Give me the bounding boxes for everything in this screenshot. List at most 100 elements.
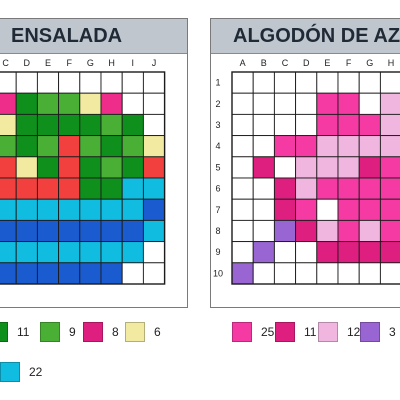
ensalada-cell[interactable]	[142, 241, 166, 264]
ensalada-cell[interactable]	[58, 71, 81, 94]
algodon-cell[interactable]	[231, 113, 254, 137]
ensalada-cell[interactable]	[58, 177, 81, 200]
algodon-cell[interactable]	[337, 135, 360, 158]
ensalada-cell[interactable]	[100, 177, 123, 200]
algodon-cell[interactable]	[273, 92, 297, 115]
ensalada-cell[interactable]	[100, 113, 123, 137]
algodon-cell[interactable]	[316, 156, 339, 179]
ensalada-cell[interactable]	[121, 177, 144, 200]
algodon-cell[interactable]	[273, 71, 297, 94]
ensalada-cell[interactable]	[0, 92, 17, 115]
ensalada-cell[interactable]	[100, 71, 123, 94]
ensalada-cell[interactable]	[79, 177, 102, 200]
algodon-cell[interactable]	[379, 113, 400, 137]
ensalada-cell[interactable]	[121, 198, 144, 221]
ensalada-cell[interactable]	[142, 92, 166, 115]
ensalada-cell[interactable]	[58, 198, 81, 221]
ensalada-cell[interactable]	[15, 198, 38, 221]
algodon-cell[interactable]	[337, 113, 360, 137]
ensalada-cell[interactable]	[121, 156, 144, 179]
ensalada-cell[interactable]	[142, 156, 166, 179]
algodon-cell[interactable]	[252, 135, 275, 158]
ensalada-cell[interactable]	[36, 198, 60, 221]
ensalada-cell[interactable]	[121, 71, 144, 94]
ensalada-cell[interactable]	[121, 219, 144, 243]
algodon-cell[interactable]	[231, 135, 254, 158]
ensalada-cell[interactable]	[58, 241, 81, 264]
ensalada-cell[interactable]	[15, 177, 38, 200]
algodon-cell[interactable]	[337, 241, 360, 264]
algodon-cell[interactable]	[316, 262, 339, 285]
ensalada-cell[interactable]	[58, 156, 81, 179]
ensalada-cell[interactable]	[15, 156, 38, 179]
algodon-cell[interactable]	[358, 241, 381, 264]
ensalada-cell[interactable]	[58, 135, 81, 158]
algodon-cell[interactable]	[316, 219, 339, 243]
algodon-cell[interactable]	[231, 71, 254, 94]
algodon-cell[interactable]	[316, 198, 339, 221]
algodon-cell[interactable]	[231, 156, 254, 179]
algodon-cell[interactable]	[231, 219, 254, 243]
algodon-cell[interactable]	[358, 92, 381, 115]
algodon-cell[interactable]	[379, 219, 400, 243]
algodon-cell[interactable]	[252, 219, 275, 243]
ensalada-cell[interactable]	[121, 262, 144, 285]
ensalada-cell[interactable]	[36, 71, 60, 94]
algodon-cell[interactable]	[273, 241, 297, 264]
algodon-cell[interactable]	[295, 262, 318, 285]
ensalada-cell[interactable]	[100, 135, 123, 158]
ensalada-cell[interactable]	[100, 92, 123, 115]
algodon-cell[interactable]	[379, 71, 400, 94]
algodon-cell[interactable]	[379, 177, 400, 200]
algodon-cell[interactable]	[316, 113, 339, 137]
ensalada-cell[interactable]	[0, 135, 17, 158]
algodon-cell[interactable]	[273, 135, 297, 158]
algodon-cell[interactable]	[231, 241, 254, 264]
algodon-cell[interactable]	[358, 156, 381, 179]
ensalada-cell[interactable]	[15, 92, 38, 115]
algodon-cell[interactable]	[316, 135, 339, 158]
ensalada-cell[interactable]	[15, 71, 38, 94]
algodon-cell[interactable]	[295, 113, 318, 137]
ensalada-cell[interactable]	[0, 198, 17, 221]
algodon-cell[interactable]	[273, 198, 297, 221]
algodon-cell[interactable]	[316, 92, 339, 115]
algodon-cell[interactable]	[337, 262, 360, 285]
ensalada-cell[interactable]	[142, 177, 166, 200]
algodon-cell[interactable]	[337, 92, 360, 115]
algodon-cell[interactable]	[379, 92, 400, 115]
algodon-cell[interactable]	[231, 92, 254, 115]
ensalada-cell[interactable]	[36, 92, 60, 115]
ensalada-cell[interactable]	[0, 241, 17, 264]
algodon-cell[interactable]	[273, 156, 297, 179]
algodon-cell[interactable]	[252, 156, 275, 179]
ensalada-cell[interactable]	[121, 241, 144, 264]
ensalada-cell[interactable]	[79, 135, 102, 158]
algodon-cell[interactable]	[273, 262, 297, 285]
ensalada-cell[interactable]	[15, 135, 38, 158]
algodon-cell[interactable]	[252, 262, 275, 285]
algodon-cell[interactable]	[273, 113, 297, 137]
ensalada-cell[interactable]	[15, 262, 38, 285]
ensalada-cell[interactable]	[79, 219, 102, 243]
algodon-cell[interactable]	[358, 262, 381, 285]
ensalada-cell[interactable]	[100, 198, 123, 221]
ensalada-cell[interactable]	[0, 71, 17, 94]
ensalada-cell[interactable]	[15, 113, 38, 137]
ensalada-cell[interactable]	[121, 113, 144, 137]
ensalada-cell[interactable]	[100, 241, 123, 264]
algodon-cell[interactable]	[295, 92, 318, 115]
algodon-cell[interactable]	[316, 241, 339, 264]
ensalada-cell[interactable]	[0, 219, 17, 243]
ensalada-cell[interactable]	[36, 241, 60, 264]
algodon-cell[interactable]	[379, 156, 400, 179]
ensalada-cell[interactable]	[79, 92, 102, 115]
ensalada-cell[interactable]	[58, 113, 81, 137]
algodon-cell[interactable]	[295, 71, 318, 94]
algodon-cell[interactable]	[295, 177, 318, 200]
algodon-cell[interactable]	[358, 219, 381, 243]
algodon-cell[interactable]	[337, 219, 360, 243]
ensalada-cell[interactable]	[142, 219, 166, 243]
ensalada-cell[interactable]	[100, 262, 123, 285]
algodon-cell[interactable]	[231, 262, 254, 285]
